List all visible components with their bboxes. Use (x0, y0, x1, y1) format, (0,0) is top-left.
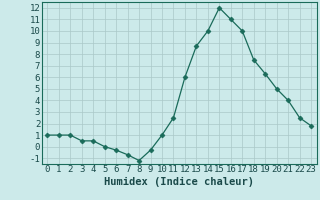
X-axis label: Humidex (Indice chaleur): Humidex (Indice chaleur) (104, 177, 254, 187)
